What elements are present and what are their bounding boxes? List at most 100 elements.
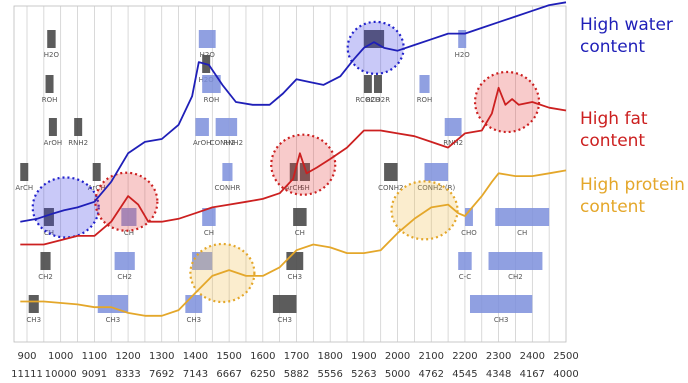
x-tick-label-wavenumber: 9091 <box>82 369 107 380</box>
x-tick-label-nm: 2300 <box>486 351 511 362</box>
band-label: CHO <box>461 229 477 237</box>
band-label: CH2 <box>38 273 53 281</box>
x-tick-label-wavenumber: 11111 <box>11 369 43 380</box>
band-label: CH <box>44 229 54 237</box>
band-label: CH3 <box>288 273 303 281</box>
band-box <box>114 252 135 270</box>
band-label: CONHR <box>215 184 241 192</box>
band-label: CH <box>517 229 527 237</box>
series-line <box>20 86 567 246</box>
highlight-circle <box>94 171 159 232</box>
band-label: CH2 <box>508 273 523 281</box>
series-line <box>20 169 567 317</box>
band-box <box>28 295 39 313</box>
band-label: CONH2 <box>210 139 235 147</box>
band-box <box>469 295 533 313</box>
x-tick-label-wavenumber: 5882 <box>284 369 309 380</box>
band-label: CH <box>124 229 134 237</box>
band-box <box>373 75 382 93</box>
x-tick-label-wavenumber: 4545 <box>452 369 477 380</box>
band-box <box>286 252 304 270</box>
band-box <box>185 295 203 313</box>
band-box <box>215 118 230 136</box>
legend-entry: High protein <box>580 175 685 195</box>
band-label: CH3 <box>106 316 121 324</box>
band-label: ROH <box>204 96 220 104</box>
band-label: RNH2 <box>223 139 243 147</box>
band-label: CH3 <box>26 316 41 324</box>
band-box <box>424 163 449 181</box>
x-tick-label-nm: 900 <box>17 351 36 362</box>
band-box <box>229 118 238 136</box>
legend-entry: content <box>580 131 645 151</box>
x-tick-label-nm: 2000 <box>385 351 410 362</box>
x-tick-label-nm: 2500 <box>553 351 578 362</box>
series-line <box>20 1 567 223</box>
x-tick-label-wavenumber: 6250 <box>250 369 275 380</box>
x-tick-label-nm: 1600 <box>250 351 275 362</box>
band-label: CONH2 <box>378 184 403 192</box>
band-label: C-C <box>459 273 471 281</box>
band-box <box>495 208 550 226</box>
band-label: CH2 <box>117 273 132 281</box>
band-label: RCO2R <box>366 96 390 104</box>
band-box <box>202 75 221 93</box>
x-tick-label-nm: 1900 <box>351 351 376 362</box>
highlight-circle <box>346 20 405 75</box>
band-label: SH <box>300 184 310 192</box>
band-box <box>272 295 297 313</box>
grid-lines <box>13 5 567 343</box>
band-label: CH3 <box>494 316 509 324</box>
x-tick-label-wavenumber: 6667 <box>216 369 241 380</box>
x-tick-label-nm: 1400 <box>183 351 208 362</box>
band-box <box>202 208 216 226</box>
x-tick-label-wavenumber: 5263 <box>351 369 376 380</box>
band-box <box>464 208 473 226</box>
band-box <box>92 163 101 181</box>
band-label: ROH <box>42 96 58 104</box>
band-box <box>48 118 57 136</box>
x-tick-label-nm: 2100 <box>419 351 444 362</box>
band-box <box>293 208 307 226</box>
x-tick-label-wavenumber: 7143 <box>183 369 208 380</box>
x-tick-label-nm: 2200 <box>452 351 477 362</box>
x-tick-label-nm: 1800 <box>317 351 342 362</box>
legend-entry: High water <box>580 15 673 35</box>
band-label: ArCH <box>15 184 33 192</box>
x-tick-label-nm: 2400 <box>520 351 545 362</box>
band-box <box>43 208 54 226</box>
x-tick-label-wavenumber: 5556 <box>317 369 342 380</box>
band-label: CH3 <box>186 316 201 324</box>
band-box <box>299 163 310 181</box>
band-box <box>195 118 209 136</box>
band-label: H2O <box>44 51 60 59</box>
absorption-bands: H2OH2OH2OH2OROHROHRCO2HRCO2RROHArOHRNH2A… <box>15 30 550 324</box>
x-tick-label-wavenumber: 4348 <box>486 369 511 380</box>
band-box <box>289 163 298 181</box>
band-label: RCO2H <box>356 96 381 104</box>
x-tick-label-nm: 1300 <box>149 351 174 362</box>
spectra-lines <box>20 1 567 317</box>
band-label: CH3 <box>277 316 292 324</box>
band-box <box>363 75 372 93</box>
legend-entry: High fat <box>580 109 648 129</box>
highlight-circle <box>31 176 100 239</box>
band-box <box>458 252 472 270</box>
x-tick-label-wavenumber: 4762 <box>419 369 444 380</box>
band-box <box>45 75 54 93</box>
x-tick-label-nm: 1000 <box>48 351 73 362</box>
band-label: RNH2 <box>68 139 88 147</box>
x-axis-ticks: 900 11111 1000 10000 1100 9091 1200 8333 1300 769… <box>11 351 579 380</box>
legend-entry: content <box>580 197 645 217</box>
band-box <box>20 163 29 181</box>
x-tick-label-wavenumber: 4000 <box>553 369 578 380</box>
band-box <box>363 30 385 48</box>
band-box <box>40 252 51 270</box>
highlight-circle <box>473 70 541 134</box>
x-tick-label-wavenumber: 5000 <box>385 369 410 380</box>
band-box <box>222 163 233 181</box>
x-tick-label-nm: 1200 <box>115 351 140 362</box>
band-label: ArCH <box>88 184 106 192</box>
